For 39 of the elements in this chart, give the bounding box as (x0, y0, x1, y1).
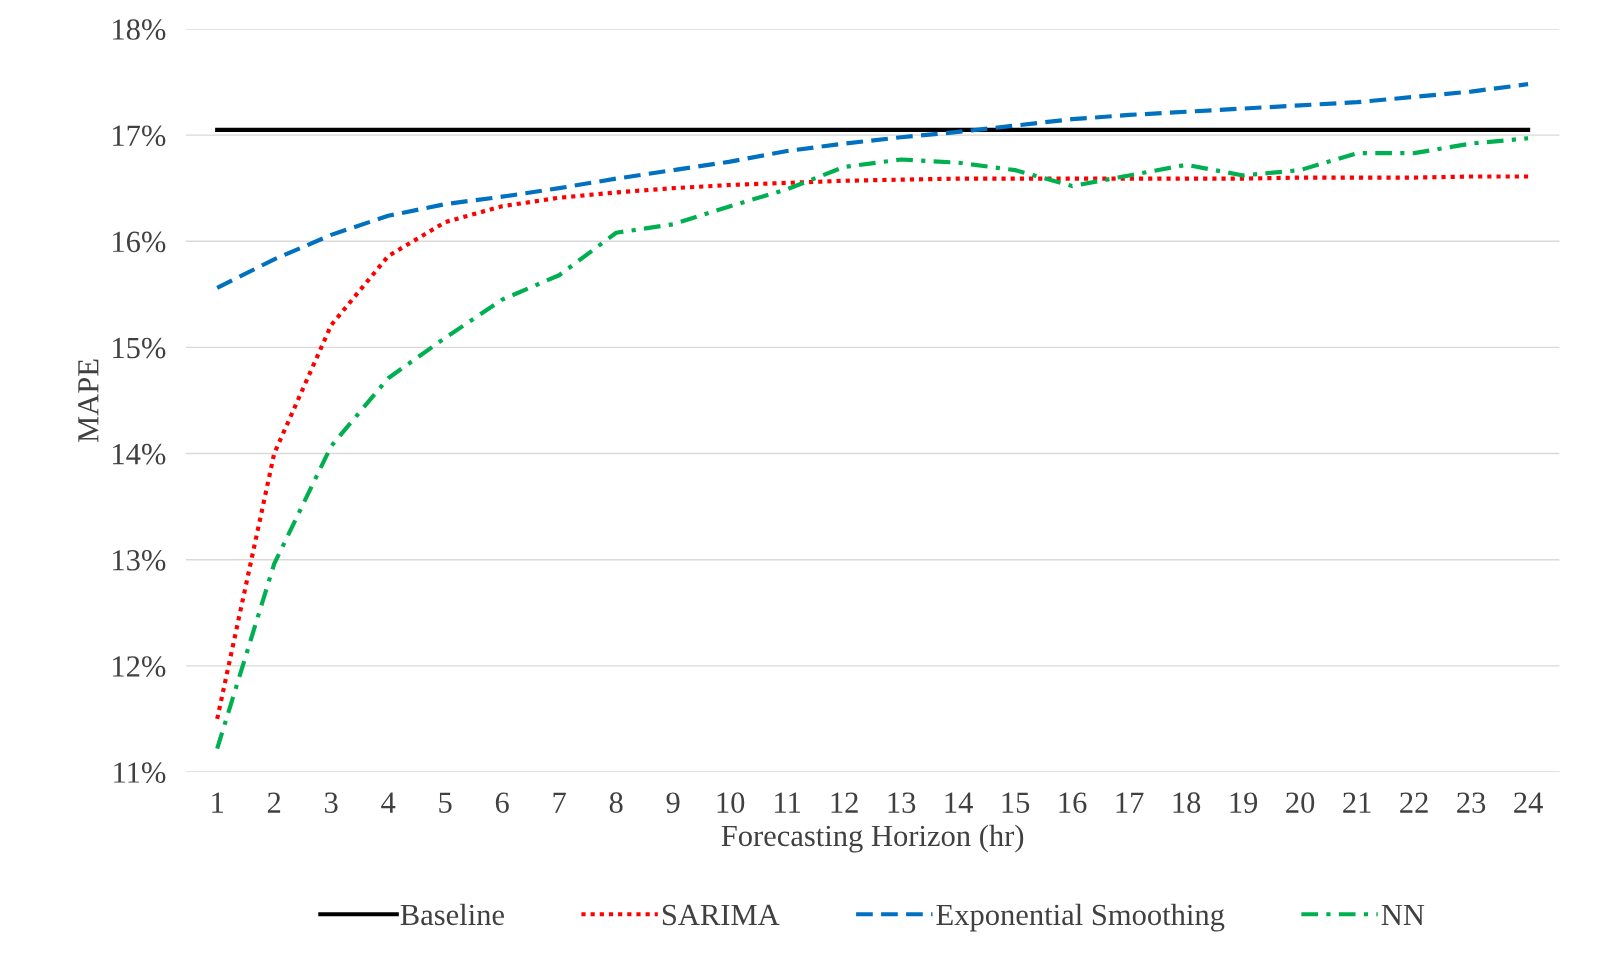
x-tick-label: 9 (666, 792, 680, 813)
x-tick-label: 11 (775, 792, 801, 813)
x-tick-label: 13 (888, 792, 916, 813)
y-axis-title: MAPE (78, 359, 99, 443)
y-tick-label: 11% (114, 762, 166, 783)
legend-label: NN (1381, 904, 1425, 925)
x-tick-label: 20 (1286, 792, 1315, 813)
y-tick-label: 18% (113, 19, 166, 40)
y-tick-label: 12% (113, 656, 166, 677)
legend-label: Baseline (400, 903, 504, 926)
x-tick-label: 6 (495, 792, 509, 813)
x-tick-label: 14 (945, 792, 973, 813)
legend-label: SARIMA (662, 904, 780, 926)
x-tick-label: 5 (439, 792, 452, 813)
x-tick-label: 3 (325, 792, 338, 813)
line-series (215, 82, 1531, 291)
x-tick-label: 23 (1457, 792, 1486, 813)
x-tick-label: 7 (553, 792, 566, 813)
y-tick-label: 16% (113, 231, 166, 253)
x-tick-label: 15 (1002, 792, 1030, 813)
y-tick-label: 17% (113, 125, 166, 147)
x-tick-label: 10 (717, 792, 745, 813)
x-tick-label: 12 (831, 792, 858, 813)
x-tick-label: 8 (609, 792, 623, 813)
x-tick-label: 22 (1400, 792, 1428, 813)
x-tick-label: 18 (1173, 792, 1201, 813)
x-tick-label: 24 (1514, 792, 1543, 813)
x-tick-label: 16 (1059, 792, 1087, 813)
x-tick-label: 21 (1343, 792, 1371, 813)
x-tick-label: 1 (212, 792, 223, 813)
legend-label: Exponential Smoothing (936, 903, 1225, 932)
x-axis-title: Forecasting Horizon (hr) (721, 824, 1024, 853)
y-tick-label: 13% (113, 549, 166, 571)
x-tick-label: 2 (267, 792, 281, 813)
x-tick-label: 17 (1116, 792, 1144, 813)
x-tick-label: 19 (1230, 792, 1258, 813)
x-tick-label: 4 (381, 792, 396, 813)
y-tick-label: 15% (113, 337, 166, 359)
y-tick-label: 14% (113, 443, 166, 465)
